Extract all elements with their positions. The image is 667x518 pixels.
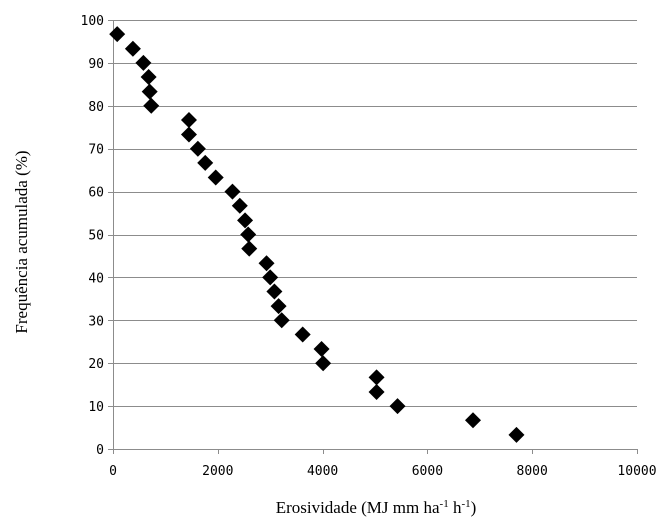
y-tick-label-80: 80 (88, 100, 104, 115)
x-tick-label-6000: 6000 (412, 464, 443, 479)
data-point-13 (231, 197, 248, 214)
data-point-18 (262, 269, 279, 286)
y-tick-label-20: 20 (88, 357, 104, 372)
x-tick-label-2000: 2000 (202, 464, 233, 479)
data-point-12 (224, 183, 241, 200)
data-point-16 (241, 240, 258, 257)
data-point-4 (140, 69, 157, 86)
x-axis-title-sup2: -1 (461, 498, 470, 510)
axes (108, 20, 638, 454)
data-point-14 (237, 212, 254, 229)
x-tick-label-10000: 10000 (617, 464, 656, 479)
y-tick-label-60: 60 (88, 186, 104, 201)
data-point-23 (313, 341, 330, 358)
data-point-15 (240, 226, 257, 243)
x-tick-labels: 0 2000 4000 6000 8000 10000 (109, 464, 656, 479)
data-point-27 (389, 398, 406, 415)
gridlines (113, 20, 637, 407)
y-tick-label-90: 90 (88, 57, 104, 72)
data-point-7 (180, 111, 197, 128)
y-tick-label-50: 50 (88, 229, 104, 244)
data-point-19 (266, 283, 283, 300)
data-point-25 (368, 369, 385, 386)
data-point-2 (124, 40, 141, 57)
data-point-10 (197, 154, 214, 171)
data-point-9 (189, 140, 206, 157)
data-point-5 (141, 83, 158, 100)
x-tick-label-8000: 8000 (517, 464, 548, 479)
data-point-29 (508, 426, 525, 443)
data-point-6 (143, 97, 160, 114)
x-axis-title-mid: h (449, 498, 462, 517)
data-point-3 (135, 54, 152, 71)
data-point-11 (207, 169, 224, 186)
data-point-21 (273, 312, 290, 329)
data-point-26 (368, 383, 385, 400)
data-point-24 (315, 355, 332, 372)
data-point-17 (258, 255, 275, 272)
y-tick-labels: 0 10 20 30 40 50 60 70 80 90 100 (81, 14, 104, 458)
x-axis-title-end: ) (471, 498, 477, 517)
x-axis-title-main: Erosividade (MJ mm ha (276, 498, 440, 517)
y-tick-label-10: 10 (88, 400, 104, 415)
y-tick-label-70: 70 (88, 143, 104, 158)
y-tick-label-0: 0 (96, 443, 104, 458)
x-axis-title-sup1: -1 (440, 498, 449, 510)
data-point-28 (464, 412, 481, 429)
y-axis-title: Frequência acumulada (%) (12, 150, 31, 333)
x-axis-title: Erosividade (MJ mm ha-1 h-1) (276, 498, 477, 517)
data-points (109, 26, 525, 443)
data-point-8 (180, 126, 197, 143)
data-point-1 (109, 26, 126, 43)
data-point-22 (294, 326, 311, 343)
y-tick-label-40: 40 (88, 271, 104, 286)
y-tick-label-30: 30 (88, 314, 104, 329)
x-tick-label-0: 0 (109, 464, 117, 479)
data-point-20 (270, 298, 287, 315)
x-tick-label-4000: 4000 (307, 464, 338, 479)
y-tick-label-100: 100 (81, 14, 104, 29)
